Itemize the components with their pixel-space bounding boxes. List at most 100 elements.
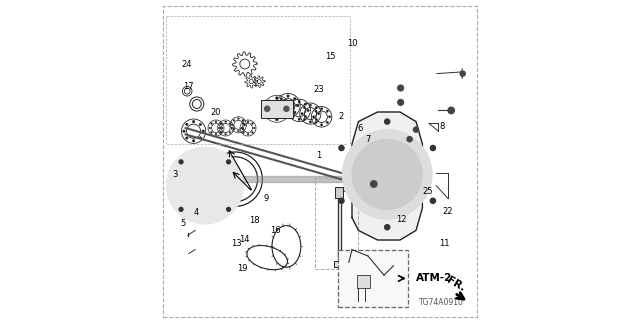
Circle shape <box>211 132 212 133</box>
Circle shape <box>321 108 323 110</box>
Circle shape <box>321 124 323 126</box>
Circle shape <box>296 104 299 107</box>
Circle shape <box>283 100 285 103</box>
Circle shape <box>252 123 253 124</box>
Circle shape <box>307 109 309 112</box>
Circle shape <box>231 127 233 129</box>
Text: 21: 21 <box>398 175 408 184</box>
Circle shape <box>227 160 230 164</box>
Circle shape <box>218 127 220 129</box>
Text: 2: 2 <box>338 112 344 121</box>
Circle shape <box>179 183 183 188</box>
Text: 17: 17 <box>183 82 193 91</box>
Text: 16: 16 <box>270 226 280 235</box>
Circle shape <box>448 107 454 114</box>
Circle shape <box>229 132 231 133</box>
Circle shape <box>294 111 296 114</box>
Circle shape <box>286 108 289 110</box>
Circle shape <box>292 116 294 118</box>
Circle shape <box>303 118 306 121</box>
Circle shape <box>215 133 217 135</box>
Circle shape <box>277 104 280 107</box>
Text: 14: 14 <box>239 236 250 244</box>
Text: FR.: FR. <box>445 275 467 293</box>
Circle shape <box>233 128 235 130</box>
Circle shape <box>328 116 331 118</box>
Text: 24: 24 <box>181 60 192 68</box>
Circle shape <box>183 130 186 132</box>
Text: 8: 8 <box>439 122 444 131</box>
Circle shape <box>202 159 207 164</box>
Circle shape <box>220 132 221 133</box>
Polygon shape <box>352 112 422 240</box>
Circle shape <box>220 123 222 124</box>
Circle shape <box>301 113 303 115</box>
Circle shape <box>315 107 317 109</box>
Circle shape <box>243 132 244 133</box>
Circle shape <box>268 115 271 118</box>
Circle shape <box>220 123 221 124</box>
Circle shape <box>460 71 465 76</box>
Circle shape <box>284 106 289 111</box>
Circle shape <box>166 147 243 224</box>
Circle shape <box>199 137 202 139</box>
Circle shape <box>220 166 224 171</box>
Circle shape <box>186 166 190 171</box>
Circle shape <box>252 132 253 133</box>
Text: 11: 11 <box>440 239 450 248</box>
Circle shape <box>211 123 212 124</box>
Text: 25: 25 <box>422 188 433 196</box>
Circle shape <box>304 116 307 118</box>
Circle shape <box>294 98 296 100</box>
Circle shape <box>275 118 278 121</box>
Circle shape <box>179 207 183 211</box>
Circle shape <box>371 181 377 187</box>
Bar <box>334 261 342 267</box>
Circle shape <box>287 114 289 116</box>
Text: 5: 5 <box>180 220 186 228</box>
Circle shape <box>292 103 294 105</box>
Bar <box>357 275 370 288</box>
Circle shape <box>326 110 328 112</box>
Circle shape <box>225 121 227 123</box>
Circle shape <box>430 145 435 151</box>
Circle shape <box>303 107 306 109</box>
Circle shape <box>309 104 312 106</box>
Circle shape <box>247 121 249 123</box>
Circle shape <box>275 97 278 100</box>
Text: 6: 6 <box>357 124 363 132</box>
Text: 23: 23 <box>313 85 324 94</box>
Circle shape <box>220 200 224 205</box>
Circle shape <box>280 98 282 100</box>
Circle shape <box>227 183 231 188</box>
Circle shape <box>317 113 320 115</box>
Circle shape <box>398 85 404 91</box>
Circle shape <box>243 123 244 124</box>
Circle shape <box>315 118 317 121</box>
Circle shape <box>227 207 230 211</box>
FancyBboxPatch shape <box>338 250 408 307</box>
Circle shape <box>385 225 390 230</box>
Circle shape <box>385 119 390 124</box>
Circle shape <box>237 130 239 132</box>
Text: 4: 4 <box>193 208 198 217</box>
Circle shape <box>289 109 292 112</box>
Bar <box>335 187 343 198</box>
Circle shape <box>407 137 412 142</box>
Circle shape <box>244 124 246 126</box>
Bar <box>261 100 293 118</box>
Circle shape <box>339 145 344 151</box>
Text: 7: 7 <box>365 135 371 144</box>
Circle shape <box>221 127 223 129</box>
Circle shape <box>287 95 289 97</box>
Circle shape <box>229 123 231 124</box>
Circle shape <box>215 121 217 123</box>
Circle shape <box>315 121 317 124</box>
Circle shape <box>298 100 300 103</box>
Circle shape <box>233 119 235 121</box>
Circle shape <box>220 132 222 133</box>
Text: 13: 13 <box>232 239 242 248</box>
Circle shape <box>202 207 207 212</box>
Circle shape <box>342 130 432 219</box>
Text: 1: 1 <box>316 151 321 160</box>
